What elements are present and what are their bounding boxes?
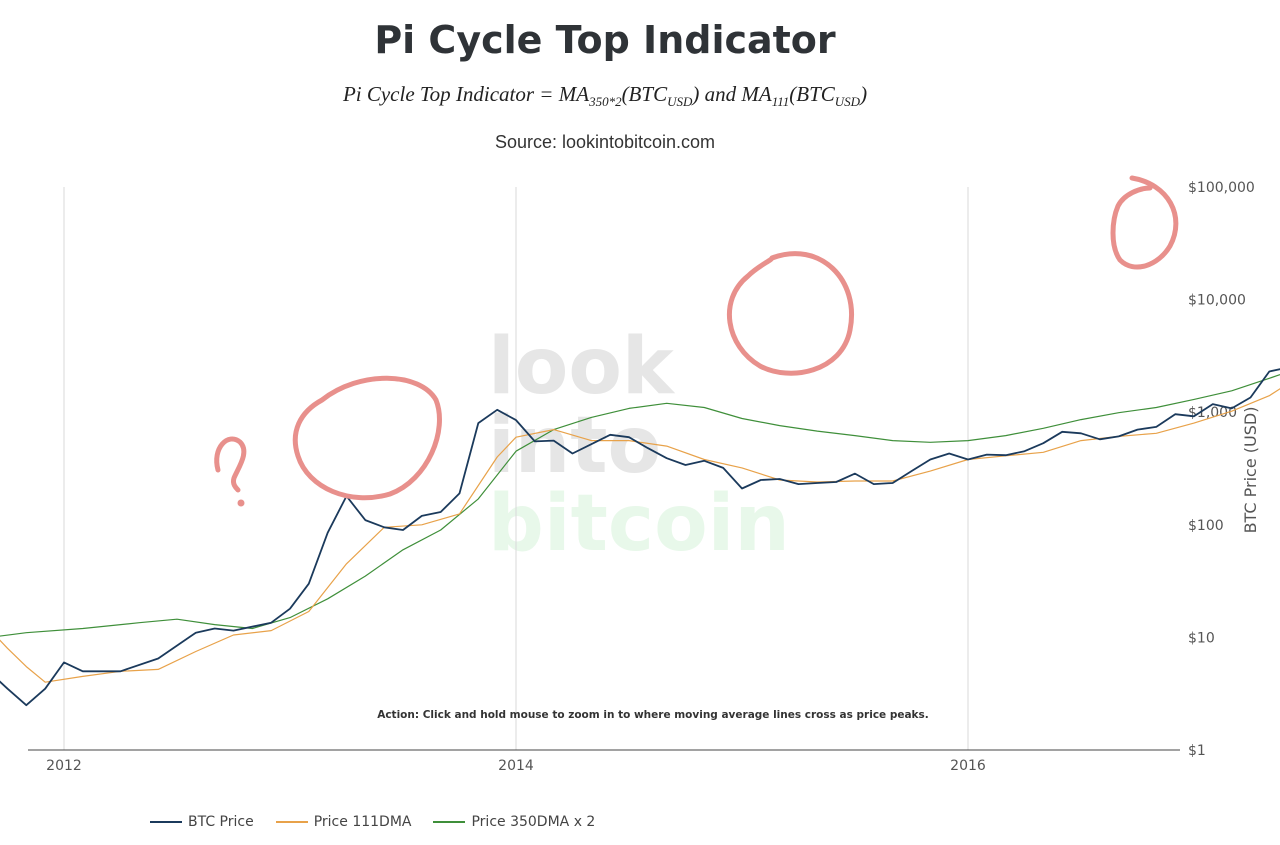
legend-item-350dma[interactable]: Price 350DMA x 2 <box>433 814 595 830</box>
hand-drawn-annotations <box>214 175 1179 507</box>
x-tick-2014: 2014 <box>498 758 534 774</box>
y-tick-1: $1 <box>1188 743 1206 759</box>
series-line-350dma-x2[interactable] <box>0 207 1280 640</box>
y-tick-100: $100 <box>1188 518 1224 534</box>
series-line-btc-price[interactable] <box>0 213 1280 707</box>
y-tick-10: $10 <box>1188 630 1215 646</box>
legend[interactable]: BTC Price Price 111DMA Price 350DMA x 2 <box>150 814 595 830</box>
legend-swatch-350dma <box>433 821 466 823</box>
watermark-into: into <box>488 401 661 491</box>
watermark-bitcoin: bitcoin <box>488 479 790 569</box>
source-caption: Source: lookintobitcoin.com <box>494 132 716 152</box>
series-lines <box>0 207 1280 707</box>
legend-label-btc: BTC Price <box>188 814 254 830</box>
legend-label-111dma: Price 111DMA <box>313 814 412 830</box>
question-mark-dot <box>237 499 245 507</box>
y-tick-100000: $100,000 <box>1188 180 1255 196</box>
legend-label-350dma: Price 350DMA x 2 <box>471 814 596 830</box>
circle-annotation-2018 <box>726 251 854 376</box>
circle-annotation-2014 <box>292 375 442 501</box>
series-line-111dma[interactable] <box>0 221 1280 683</box>
watermark: look into bitcoin <box>488 322 790 569</box>
grid <box>63 187 969 750</box>
x-tick-2012: 2012 <box>46 758 82 774</box>
question-mark-annotation <box>214 436 247 493</box>
legend-item-111dma[interactable]: Price 111DMA <box>275 814 412 830</box>
y-axis-ticks: $1 $10 $100 $1,000 $10,000 $100,000 <box>1188 180 1255 759</box>
x-tick-2016: 2016 <box>950 758 986 774</box>
watermark-look: look <box>488 322 676 412</box>
action-hint: Action: Click and hold mouse to zoom in … <box>377 709 929 721</box>
y-tick-1000: $1,000 <box>1188 405 1237 421</box>
legend-item-btc-price[interactable]: BTC Price <box>150 814 254 830</box>
legend-swatch-btc <box>150 821 182 823</box>
x-axis-ticks: 20122014201620182020 <box>46 758 986 774</box>
formula-subtitle: Pi Cycle Top Indicator = MA350*2(BTCUSD)… <box>342 82 868 110</box>
y-axis-label: BTC Price (USD) <box>1241 407 1260 534</box>
legend-swatch-111dma <box>275 821 308 823</box>
chart-title: Pi Cycle Top Indicator <box>374 18 836 62</box>
circle-annotation-2021 <box>1110 175 1179 270</box>
y-tick-10000: $10,000 <box>1188 293 1246 309</box>
